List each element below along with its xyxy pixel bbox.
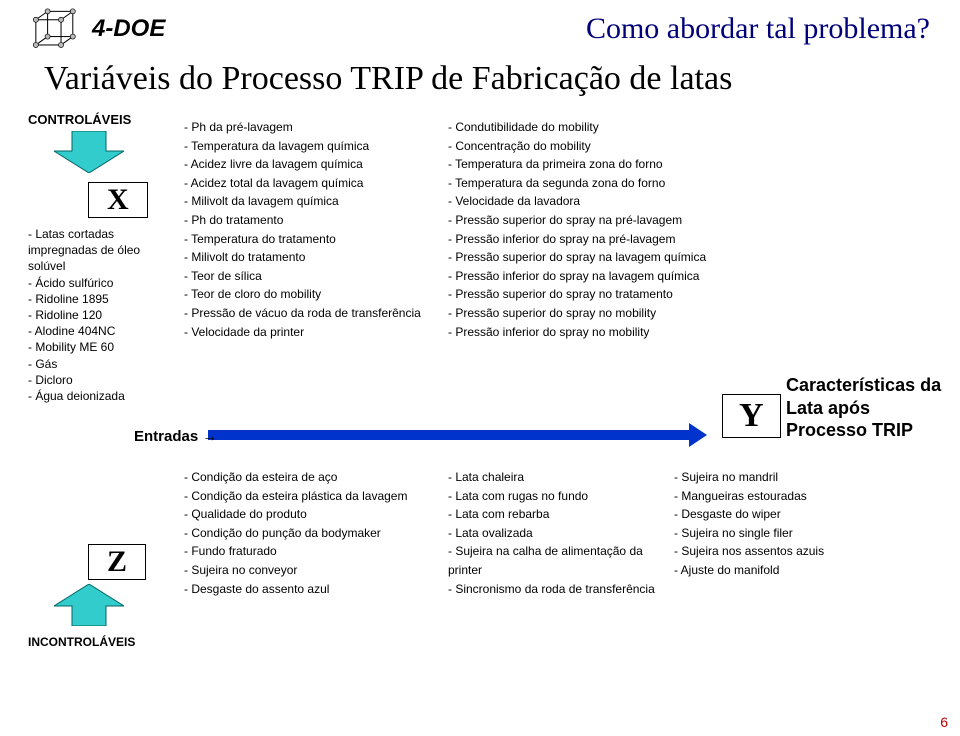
list-item: - Milivolt do tratamento [184, 248, 440, 267]
list-item: - Temperatura da segunda zona do forno [448, 174, 728, 193]
list-item: - Acidez total da lavagem química [184, 174, 440, 193]
list-item: - Gás [28, 356, 168, 372]
list-item: - Água deionizada [28, 388, 168, 404]
bottom-right-list: - Sujeira no mandril- Mangueiras estoura… [674, 468, 854, 580]
list-item: - Desgaste do wiper [674, 505, 854, 524]
bottom-left-list: - Condição da esteira de aço- Condição d… [184, 468, 454, 598]
list-item: - Condição da esteira de aço [184, 468, 454, 487]
list-item: - Condutibilidade do mobility [448, 118, 728, 137]
list-item: - Lata ovalizada [448, 524, 658, 543]
list-item: - Sujeira na calha de alimentação da pri… [448, 542, 658, 579]
controlaveis-label: CONTROLÁVEIS [28, 112, 168, 127]
list-item: - Velocidade da printer [184, 323, 440, 342]
list-item: - Pressão superior do spray no tratament… [448, 285, 728, 304]
list-item: - Velocidade da lavadora [448, 192, 728, 211]
entradas-arrow [208, 430, 693, 440]
y-label: Características da Lata após Processo TR… [786, 374, 956, 442]
list-item: - Lata com rebarba [448, 505, 658, 524]
list-item: - Concentração do mobility [448, 137, 728, 156]
list-item: - Sincronismo da roda de transferência [448, 580, 658, 599]
main-title: Variáveis do Processo TRIP de Fabricação… [44, 60, 960, 98]
z-box: Z [88, 544, 146, 580]
list-item: - Pressão superior do spray na lavagem q… [448, 248, 728, 267]
diagram: CONTROLÁVEIS X - Latas cortadas impregna… [28, 112, 938, 692]
list-item: - Fundo fraturado [184, 542, 454, 561]
list-item: - Ridoline 1895 [28, 291, 168, 307]
list-item: - Acidez livre da lavagem química [184, 155, 440, 174]
list-item: - Latas cortadas impregnadas de óleo sol… [28, 226, 168, 275]
incontrolaveis-label: INCONTROLÁVEIS [28, 635, 168, 649]
list-item: - Mangueiras estouradas [674, 487, 854, 506]
list-item: - Pressão superior do spray na pré-lavag… [448, 211, 728, 230]
top-left-list: - Ph da pré-lavagem- Temperatura da lava… [184, 118, 440, 341]
list-item: - Desgaste do assento azul [184, 580, 454, 599]
list-item: - Ajuste do manifold [674, 561, 854, 580]
list-item: - Lata com rugas no fundo [448, 487, 658, 506]
list-item: - Sujeira no single filer [674, 524, 854, 543]
list-item: - Pressão inferior do spray na lavagem q… [448, 267, 728, 286]
entradas-label: Entradas → [134, 428, 217, 445]
up-arrow-icon [54, 584, 124, 626]
list-item: - Teor de cloro do mobility [184, 285, 440, 304]
list-item: - Sujeira no mandril [674, 468, 854, 487]
bottom-mid-list: - Lata chaleira- Lata com rugas no fundo… [448, 468, 658, 598]
list-item: - Ph do tratamento [184, 211, 440, 230]
list-item: - Temperatura do tratamento [184, 230, 440, 249]
list-item: - Pressão de vácuo da roda de transferên… [184, 304, 440, 323]
list-item: - Alodine 404NC [28, 323, 168, 339]
list-item: - Pressão superior do spray no mobility [448, 304, 728, 323]
question-title: Como abordar tal problema? [586, 12, 930, 46]
list-item: - Sujeira no conveyor [184, 561, 454, 580]
list-item: - Qualidade do produto [184, 505, 454, 524]
list-item: - Pressão inferior do spray na pré-lavag… [448, 230, 728, 249]
down-arrow-icon [54, 131, 124, 173]
header: 4-DOE Como abordar tal problema? [0, 0, 960, 50]
list-item: - Dicloro [28, 372, 168, 388]
list-item: - Temperatura da lavagem química [184, 137, 440, 156]
list-item: - Ridoline 120 [28, 307, 168, 323]
list-item: - Milivolt da lavagem química [184, 192, 440, 211]
left-inputs-list: - Latas cortadas impregnadas de óleo sol… [28, 226, 168, 404]
z-column: Z INCONTROLÁVEIS [28, 544, 168, 649]
list-item: - Condição do punção da bodymaker [184, 524, 454, 543]
page-number: 6 [940, 714, 948, 730]
list-item: - Temperatura da primeira zona do forno [448, 155, 728, 174]
list-item: - Condição da esteira plástica da lavage… [184, 487, 454, 506]
list-item: - Sujeira nos assentos azuis [674, 542, 854, 561]
list-item: - Ph da pré-lavagem [184, 118, 440, 137]
section-tag: 4-DOE [92, 15, 165, 43]
list-item: - Ácido sulfúrico [28, 275, 168, 291]
list-item: - Teor de sílica [184, 267, 440, 286]
list-item: - Lata chaleira [448, 468, 658, 487]
y-box: Y [722, 394, 781, 438]
x-box: X [88, 182, 148, 218]
list-item: - Pressão inferior do spray no mobility [448, 323, 728, 342]
cube-icon [30, 8, 82, 50]
left-column: CONTROLÁVEIS X - Latas cortadas impregna… [28, 112, 168, 404]
top-right-list: - Condutibilidade do mobility- Concentra… [448, 118, 728, 341]
list-item: - Mobility ME 60 [28, 339, 168, 355]
